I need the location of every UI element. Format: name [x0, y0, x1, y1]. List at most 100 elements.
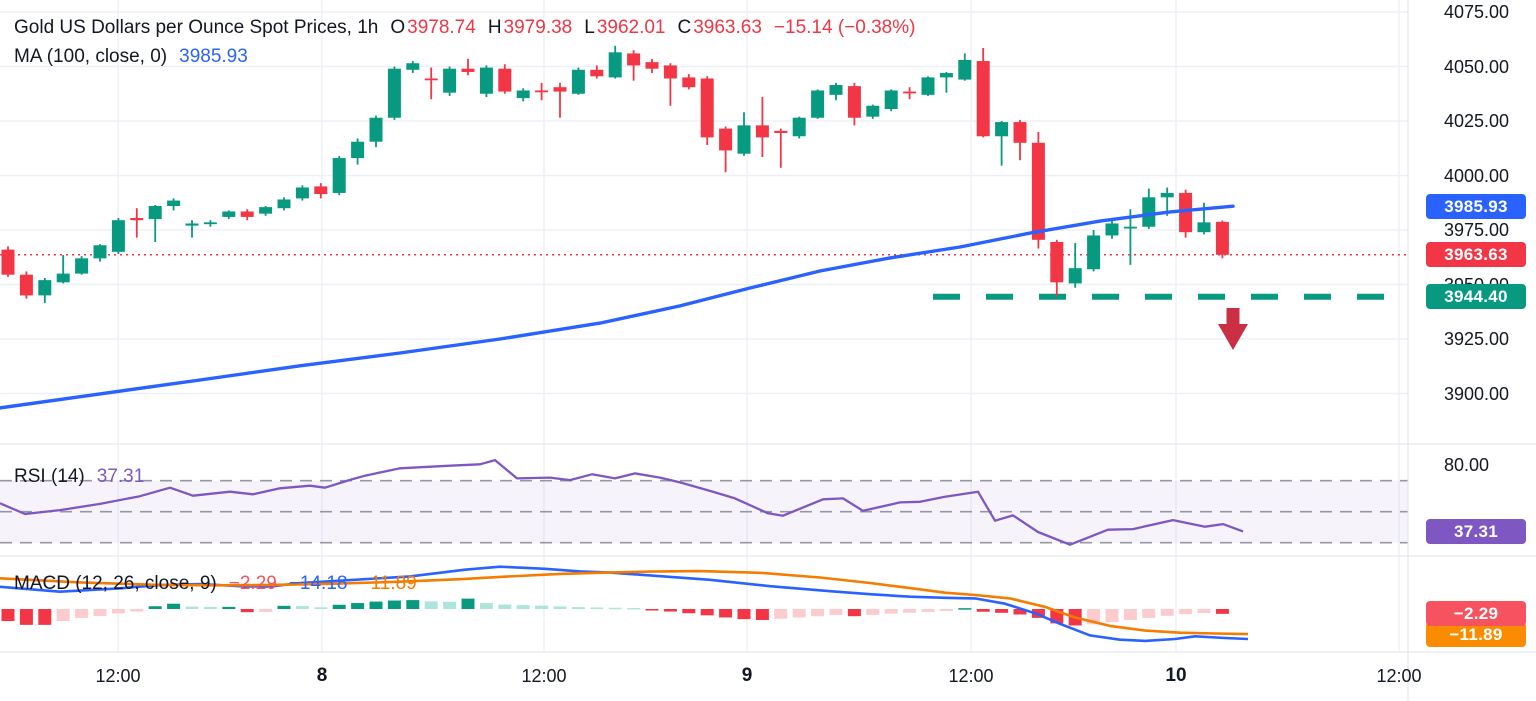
candle[interactable]	[1050, 239, 1064, 297]
candle-body	[627, 53, 641, 66]
candle[interactable]	[130, 208, 144, 238]
candle[interactable]	[111, 218, 125, 254]
candle[interactable]	[847, 82, 861, 126]
candle[interactable]	[75, 256, 89, 275]
candle[interactable]	[240, 209, 254, 221]
candle[interactable]	[921, 76, 935, 96]
macd-histogram[interactable]	[1, 598, 1229, 626]
candle[interactable]	[351, 138, 365, 165]
candle[interactable]	[148, 204, 162, 242]
candle[interactable]	[1105, 220, 1119, 239]
candle[interactable]	[792, 116, 806, 139]
candle[interactable]	[755, 97, 769, 157]
candle[interactable]	[995, 121, 1009, 166]
candle[interactable]	[976, 47, 990, 138]
candle[interactable]	[1087, 230, 1101, 272]
candle-body	[535, 90, 549, 93]
candle[interactable]	[295, 185, 309, 201]
candle[interactable]	[203, 220, 217, 227]
candle[interactable]	[479, 65, 493, 98]
candle-body	[553, 87, 567, 92]
candle[interactable]	[903, 87, 917, 100]
candle-body	[277, 199, 291, 209]
macd-histogram-bar	[203, 606, 217, 609]
candle[interactable]	[663, 63, 677, 106]
candlestick-series[interactable]	[1, 45, 1229, 304]
candle-body	[1179, 192, 1193, 233]
candle-body	[884, 90, 898, 110]
candle[interactable]	[590, 65, 604, 79]
candle[interactable]	[682, 74, 696, 90]
candle[interactable]	[939, 71, 953, 93]
candle-body	[148, 206, 162, 220]
macd-histogram-bar	[56, 609, 70, 622]
candle[interactable]	[719, 126, 733, 173]
candle[interactable]	[535, 82, 549, 101]
candle[interactable]	[424, 67, 438, 100]
macd-histogram-bar	[130, 609, 144, 612]
candle[interactable]	[443, 66, 457, 96]
macd-histogram-bar	[700, 609, 714, 616]
candle[interactable]	[1215, 220, 1229, 259]
macd-histogram-bar	[663, 609, 677, 612]
candle-body	[571, 69, 585, 94]
candle[interactable]	[700, 76, 714, 145]
candle[interactable]	[1142, 188, 1156, 229]
candle[interactable]	[608, 45, 622, 79]
candle[interactable]	[406, 61, 420, 74]
candle[interactable]	[516, 88, 530, 102]
candle[interactable]	[571, 67, 585, 95]
candle[interactable]	[774, 128, 788, 168]
candle-body	[1160, 192, 1174, 198]
candle-body	[1, 249, 15, 275]
candle[interactable]	[167, 198, 181, 211]
candle[interactable]	[19, 271, 33, 299]
candle[interactable]	[332, 155, 346, 196]
candle[interactable]	[553, 82, 567, 118]
candle[interactable]	[1031, 131, 1045, 249]
candle[interactable]	[498, 64, 512, 94]
macd-line[interactable]	[0, 565, 1249, 643]
ma100-line[interactable]	[0, 204, 1235, 410]
candle[interactable]	[93, 244, 107, 262]
candle-body	[93, 245, 107, 259]
candle[interactable]	[645, 58, 659, 74]
candle[interactable]	[222, 210, 236, 220]
macd-signal-line[interactable]	[0, 569, 1249, 636]
candle-body	[700, 78, 714, 138]
candle[interactable]	[277, 197, 291, 211]
candle[interactable]	[884, 89, 898, 112]
candle[interactable]	[259, 206, 273, 216]
candle[interactable]	[56, 255, 70, 284]
candle[interactable]	[314, 183, 328, 199]
candle-body	[792, 117, 806, 137]
candle[interactable]	[1, 246, 15, 277]
macd-histogram-bar	[903, 609, 917, 613]
candle[interactable]	[737, 112, 751, 156]
candle-body	[1105, 223, 1119, 236]
candle[interactable]	[829, 82, 843, 101]
candle[interactable]	[958, 53, 972, 81]
macd-histogram-bar	[921, 609, 935, 612]
rsi-line[interactable]	[0, 458, 1244, 546]
macd-histogram-bar	[295, 606, 309, 609]
candle[interactable]	[369, 115, 383, 148]
candle[interactable]	[1013, 119, 1027, 161]
candle-body	[130, 218, 144, 221]
candle[interactable]	[387, 66, 401, 120]
candle[interactable]	[811, 89, 825, 119]
candle[interactable]	[1179, 189, 1193, 238]
candle-body	[958, 59, 972, 80]
macd-histogram-bar	[774, 609, 788, 619]
candle[interactable]	[185, 220, 199, 238]
candle[interactable]	[461, 58, 475, 76]
candle-body	[424, 78, 438, 81]
candle[interactable]	[627, 50, 641, 81]
candle[interactable]	[38, 277, 52, 304]
macd-histogram-bar	[498, 604, 512, 609]
candle[interactable]	[1068, 243, 1082, 288]
macd-histogram-bar	[976, 609, 990, 612]
candle[interactable]	[866, 104, 880, 119]
down-arrow-annotation[interactable]	[1218, 308, 1248, 350]
